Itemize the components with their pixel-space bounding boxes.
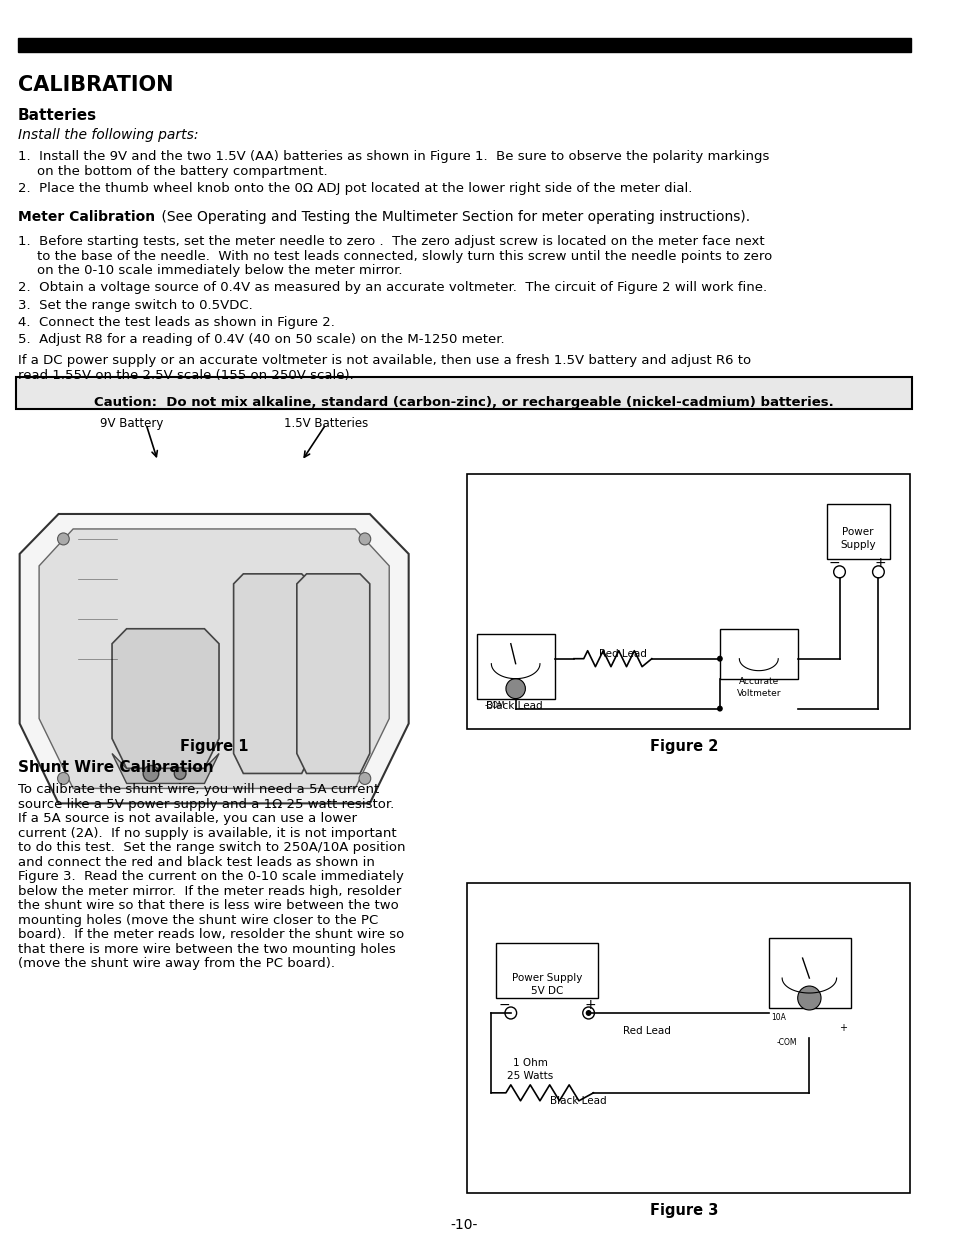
Text: (See Operating and Testing the Multimeter Section for meter operating instructio: (See Operating and Testing the Multimete… xyxy=(156,210,749,224)
Text: 2.  Obtain a voltage source of 0.4V as measured by an accurate voltmeter.  The c: 2. Obtain a voltage source of 0.4V as me… xyxy=(18,282,766,294)
Text: −: − xyxy=(497,998,509,1011)
Text: to the base of the needle.  With no test leads connected, slowly turn this screw: to the base of the needle. With no test … xyxy=(37,249,772,263)
Text: Batteries: Batteries xyxy=(18,107,97,122)
Text: +: + xyxy=(838,1023,845,1032)
Text: 5V DC: 5V DC xyxy=(530,986,562,997)
Text: Red Lead: Red Lead xyxy=(622,1026,670,1036)
Bar xyxy=(496,944,598,998)
Polygon shape xyxy=(20,514,408,804)
Text: Black Lead: Black Lead xyxy=(549,1095,606,1105)
Text: to do this test.  Set the range switch to 250A/10A position: to do this test. Set the range switch to… xyxy=(18,841,405,855)
Text: 1.5V Batteries: 1.5V Batteries xyxy=(284,417,368,430)
FancyBboxPatch shape xyxy=(16,377,911,409)
Circle shape xyxy=(717,656,722,662)
Text: 10A: 10A xyxy=(771,1013,785,1023)
Polygon shape xyxy=(39,529,389,788)
Text: Red Lead: Red Lead xyxy=(598,648,646,658)
Bar xyxy=(768,939,850,1008)
Text: Black Lead: Black Lead xyxy=(486,700,542,710)
Text: +: + xyxy=(874,556,885,569)
Text: Figure 3: Figure 3 xyxy=(649,1203,718,1218)
Text: mounting holes (move the shunt wire closer to the PC: mounting holes (move the shunt wire clos… xyxy=(18,914,377,926)
Text: To calibrate the shunt wire, you will need a 5A current: To calibrate the shunt wire, you will ne… xyxy=(18,783,378,797)
Text: read 1.55V on the 2.5V scale (155 on 250V scale).: read 1.55V on the 2.5V scale (155 on 250… xyxy=(18,369,353,383)
Text: (move the shunt wire away from the PC board).: (move the shunt wire away from the PC bo… xyxy=(18,957,335,971)
Circle shape xyxy=(717,705,722,711)
Text: Figure 1: Figure 1 xyxy=(180,739,248,753)
Text: Meter Calibration: Meter Calibration xyxy=(18,210,154,224)
Text: 1.  Install the 9V and the two 1.5V (AA) batteries as shown in Figure 1.  Be sur: 1. Install the 9V and the two 1.5V (AA) … xyxy=(18,149,768,163)
Circle shape xyxy=(585,1010,591,1016)
Text: If a 5A source is not available, you can use a lower: If a 5A source is not available, you can… xyxy=(18,813,356,825)
Text: 4.  Connect the test leads as shown in Figure 2.: 4. Connect the test leads as shown in Fi… xyxy=(18,316,335,330)
Bar xyxy=(476,634,554,699)
Text: Power: Power xyxy=(841,527,873,537)
Text: Power Supply: Power Supply xyxy=(511,973,581,983)
Polygon shape xyxy=(296,574,370,773)
Text: 3.  Set the range switch to 0.5VDC.: 3. Set the range switch to 0.5VDC. xyxy=(18,299,253,312)
Text: Install the following parts:: Install the following parts: xyxy=(18,127,198,142)
Text: 1 Ohm: 1 Ohm xyxy=(513,1058,547,1068)
Circle shape xyxy=(358,534,371,545)
Text: −: − xyxy=(828,556,840,569)
Text: 25 Watts: 25 Watts xyxy=(507,1071,553,1081)
Bar xyxy=(720,629,797,679)
Text: on the 0-10 scale immediately below the meter mirror.: on the 0-10 scale immediately below the … xyxy=(37,264,402,278)
Text: 9V Battery: 9V Battery xyxy=(100,417,163,430)
Text: board).  If the meter reads low, resolder the shunt wire so: board). If the meter reads low, resolder… xyxy=(18,929,403,941)
Polygon shape xyxy=(112,753,219,783)
Bar xyxy=(467,474,908,729)
Text: below the meter mirror.  If the meter reads high, resolder: below the meter mirror. If the meter rea… xyxy=(18,884,400,898)
Text: CALIBRATION: CALIBRATION xyxy=(18,75,173,95)
Text: Figure 3.  Read the current on the 0-10 scale immediately: Figure 3. Read the current on the 0-10 s… xyxy=(18,871,403,883)
Text: Shunt Wire Calibration: Shunt Wire Calibration xyxy=(18,761,213,776)
Text: +: + xyxy=(584,998,596,1011)
Text: -10-: -10- xyxy=(450,1218,477,1231)
Text: and connect the red and black test leads as shown in: and connect the red and black test leads… xyxy=(18,856,375,868)
Text: Figure 2: Figure 2 xyxy=(649,739,718,753)
Text: -COM: -COM xyxy=(484,700,504,710)
Circle shape xyxy=(143,766,158,782)
Text: 1.  Before starting tests, set the meter needle to zero .  The zero adjust screw: 1. Before starting tests, set the meter … xyxy=(18,235,763,247)
Bar xyxy=(467,883,908,1193)
Circle shape xyxy=(358,772,371,784)
Circle shape xyxy=(797,986,821,1010)
Text: 5.  Adjust R8 for a reading of 0.4V (40 on 50 scale) on the M-1250 meter.: 5. Adjust R8 for a reading of 0.4V (40 o… xyxy=(18,333,504,346)
Circle shape xyxy=(57,772,70,784)
Text: Caution:  Do not mix alkaline, standard (carbon-zinc), or rechargeable (nickel-c: Caution: Do not mix alkaline, standard (… xyxy=(94,396,833,409)
Circle shape xyxy=(505,679,525,699)
Text: on the bottom of the battery compartment.: on the bottom of the battery compartment… xyxy=(37,164,328,178)
Text: Supply: Supply xyxy=(840,540,875,550)
Polygon shape xyxy=(112,629,219,768)
Text: -COM: -COM xyxy=(776,1037,796,1047)
Text: Voltmeter: Voltmeter xyxy=(736,689,781,698)
Text: 2.  Place the thumb wheel knob onto the 0Ω ADJ pot located at the lower right si: 2. Place the thumb wheel knob onto the 0… xyxy=(18,182,691,195)
Bar xyxy=(18,38,909,52)
Circle shape xyxy=(174,767,186,779)
Text: the shunt wire so that there is less wire between the two: the shunt wire so that there is less wir… xyxy=(18,899,398,913)
Circle shape xyxy=(57,534,70,545)
Text: If a DC power supply or an accurate voltmeter is not available, then use a fresh: If a DC power supply or an accurate volt… xyxy=(18,354,750,367)
Polygon shape xyxy=(233,574,311,773)
Text: Accurate: Accurate xyxy=(738,677,778,685)
Text: current (2A).  If no supply is available, it is not important: current (2A). If no supply is available,… xyxy=(18,827,395,840)
Text: source like a 5V power supply and a 1Ω 25 watt resistor.: source like a 5V power supply and a 1Ω 2… xyxy=(18,798,394,811)
Text: that there is more wire between the two mounting holes: that there is more wire between the two … xyxy=(18,942,395,956)
Bar xyxy=(826,504,889,559)
